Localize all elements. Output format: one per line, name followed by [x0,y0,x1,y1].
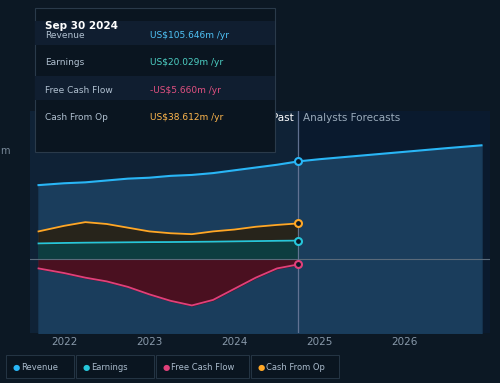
Text: Analysts Forecasts: Analysts Forecasts [302,113,400,123]
Text: Sep 30 2024: Sep 30 2024 [45,21,118,31]
Text: Cash From Op: Cash From Op [45,113,108,122]
Text: ●: ● [82,363,90,372]
Text: Free Cash Flow: Free Cash Flow [171,363,234,372]
Text: Earnings: Earnings [91,363,128,372]
Text: ●: ● [162,363,170,372]
Text: Revenue: Revenue [45,31,84,39]
Text: Free Cash Flow: Free Cash Flow [45,86,113,95]
Text: US$38.612m /yr: US$38.612m /yr [150,113,223,122]
Text: US$105.646m /yr: US$105.646m /yr [150,31,229,39]
Text: -US$5.660m /yr: -US$5.660m /yr [150,86,221,95]
Text: Earnings: Earnings [45,58,84,67]
Text: Cash From Op: Cash From Op [266,363,325,372]
Text: US$20.029m /yr: US$20.029m /yr [150,58,223,67]
Text: m: m [0,146,10,156]
Text: Revenue: Revenue [21,363,58,372]
Text: ●: ● [258,363,265,372]
Text: ●: ● [12,363,20,372]
Text: Past: Past [272,113,294,123]
Bar [298,111,490,333]
